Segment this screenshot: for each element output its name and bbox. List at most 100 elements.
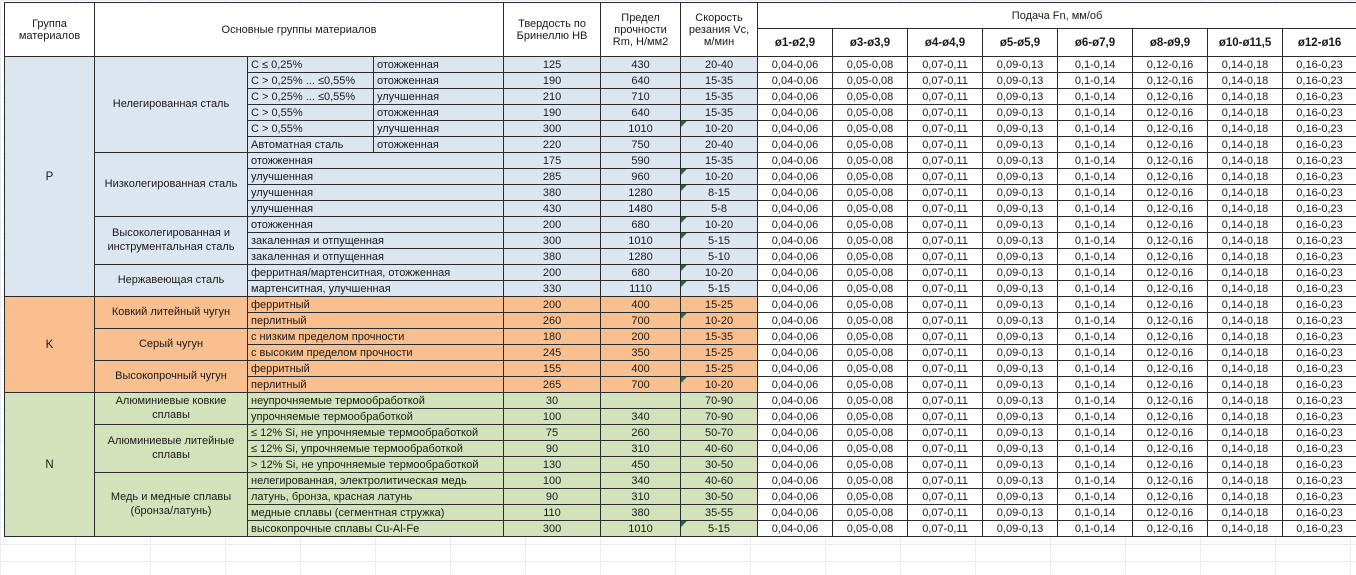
feed-cell[interactable]: 0,14-0,18: [1208, 409, 1283, 425]
feed-cell[interactable]: 0,05-0,08: [833, 489, 908, 505]
feed-cell[interactable]: 0,1-0,14: [1058, 329, 1133, 345]
cutting-speed-cell[interactable]: 10-20: [681, 169, 758, 185]
feed-cell[interactable]: 0,04-0,06: [758, 505, 833, 521]
material-subgroup-cell[interactable]: перлитный: [248, 313, 504, 329]
feed-cell[interactable]: 0,14-0,18: [1208, 153, 1283, 169]
cutting-speed-cell[interactable]: 15-25: [681, 345, 758, 361]
feed-cell[interactable]: 0,07-0,11: [908, 345, 983, 361]
hardness-cell[interactable]: 100: [504, 409, 601, 425]
material-subgroup-cell[interactable]: улучшенная: [248, 185, 504, 201]
feed-cell[interactable]: 0,16-0,23: [1283, 265, 1356, 281]
feed-cell[interactable]: 0,12-0,16: [1133, 185, 1208, 201]
cutting-speed-cell[interactable]: 5-8: [681, 201, 758, 217]
feed-cell[interactable]: 0,07-0,11: [908, 505, 983, 521]
hardness-cell[interactable]: 155: [504, 361, 601, 377]
feed-cell[interactable]: 0,12-0,16: [1133, 393, 1208, 409]
hardness-cell[interactable]: 380: [504, 185, 601, 201]
feed-cell[interactable]: 0,09-0,13: [983, 297, 1058, 313]
feed-cell[interactable]: 0,14-0,18: [1208, 281, 1283, 297]
tensile-cell[interactable]: 680: [601, 265, 681, 281]
feed-cell[interactable]: 0,1-0,14: [1058, 505, 1133, 521]
feed-cell[interactable]: 0,07-0,11: [908, 137, 983, 153]
feed-cell[interactable]: 0,16-0,23: [1283, 201, 1356, 217]
feed-cell[interactable]: 0,1-0,14: [1058, 425, 1133, 441]
cutting-speed-cell[interactable]: 20-40: [681, 57, 758, 73]
feed-cell[interactable]: 0,04-0,06: [758, 409, 833, 425]
treatment-state-cell[interactable]: отожженная: [374, 57, 504, 73]
feed-cell[interactable]: 0,16-0,23: [1283, 457, 1356, 473]
feed-cell[interactable]: 0,1-0,14: [1058, 153, 1133, 169]
feed-cell[interactable]: 0,05-0,08: [833, 473, 908, 489]
feed-cell[interactable]: 0,07-0,11: [908, 489, 983, 505]
feed-cell[interactable]: 0,09-0,13: [983, 505, 1058, 521]
feed-cell[interactable]: 0,05-0,08: [833, 441, 908, 457]
hardness-cell[interactable]: 175: [504, 153, 601, 169]
material-subgroup-cell[interactable]: C > 0,25% ... ≤0,55%: [248, 89, 374, 105]
cutting-speed-cell[interactable]: 40-60: [681, 473, 758, 489]
material-family-cell[interactable]: Медь и медные сплавы (бронза/латунь): [95, 473, 248, 537]
tensile-cell[interactable]: 750: [601, 137, 681, 153]
feed-cell[interactable]: 0,07-0,11: [908, 393, 983, 409]
tensile-cell[interactable]: 1280: [601, 185, 681, 201]
header-feed-diameter[interactable]: ø12-ø16: [1283, 29, 1356, 57]
feed-cell[interactable]: 0,05-0,08: [833, 105, 908, 121]
feed-cell[interactable]: 0,04-0,06: [758, 521, 833, 537]
cutting-speed-cell[interactable]: 15-35: [681, 329, 758, 345]
feed-cell[interactable]: 0,14-0,18: [1208, 73, 1283, 89]
feed-cell[interactable]: 0,07-0,11: [908, 153, 983, 169]
feed-cell[interactable]: 0,16-0,23: [1283, 89, 1356, 105]
feed-cell[interactable]: 0,16-0,23: [1283, 393, 1356, 409]
material-family-cell[interactable]: Высоколегированная и инструментальная ст…: [95, 217, 248, 265]
feed-cell[interactable]: 0,05-0,08: [833, 457, 908, 473]
hardness-cell[interactable]: 75: [504, 425, 601, 441]
feed-cell[interactable]: 0,09-0,13: [983, 521, 1058, 537]
tensile-cell[interactable]: 1010: [601, 233, 681, 249]
material-subgroup-cell[interactable]: закаленная и отпущенная: [248, 249, 504, 265]
feed-cell[interactable]: 0,09-0,13: [983, 457, 1058, 473]
feed-cell[interactable]: 0,1-0,14: [1058, 185, 1133, 201]
header-material-group[interactable]: Группа материалов: [5, 3, 95, 57]
feed-cell[interactable]: 0,09-0,13: [983, 361, 1058, 377]
cutting-speed-cell[interactable]: 10-20: [681, 217, 758, 233]
treatment-state-cell[interactable]: отожженная: [374, 105, 504, 121]
feed-cell[interactable]: 0,14-0,18: [1208, 457, 1283, 473]
feed-cell[interactable]: 0,14-0,18: [1208, 137, 1283, 153]
header-feed-diameter[interactable]: ø4-ø4,9: [908, 29, 983, 57]
feed-cell[interactable]: 0,12-0,16: [1133, 457, 1208, 473]
feed-cell[interactable]: 0,04-0,06: [758, 377, 833, 393]
hardness-cell[interactable]: 190: [504, 73, 601, 89]
cutting-speed-cell[interactable]: 70-90: [681, 409, 758, 425]
feed-cell[interactable]: 0,14-0,18: [1208, 233, 1283, 249]
feed-cell[interactable]: 0,16-0,23: [1283, 425, 1356, 441]
material-group-cell[interactable]: P: [5, 57, 95, 297]
feed-cell[interactable]: 0,05-0,08: [833, 169, 908, 185]
feed-cell[interactable]: 0,05-0,08: [833, 57, 908, 73]
tensile-cell[interactable]: 450: [601, 457, 681, 473]
feed-cell[interactable]: 0,1-0,14: [1058, 73, 1133, 89]
feed-cell[interactable]: 0,07-0,11: [908, 281, 983, 297]
feed-cell[interactable]: 0,12-0,16: [1133, 265, 1208, 281]
feed-cell[interactable]: 0,1-0,14: [1058, 361, 1133, 377]
feed-cell[interactable]: 0,1-0,14: [1058, 345, 1133, 361]
tensile-cell[interactable]: 340: [601, 409, 681, 425]
feed-cell[interactable]: 0,16-0,23: [1283, 409, 1356, 425]
feed-cell[interactable]: 0,14-0,18: [1208, 217, 1283, 233]
feed-cell[interactable]: 0,14-0,18: [1208, 489, 1283, 505]
feed-cell[interactable]: 0,1-0,14: [1058, 489, 1133, 505]
feed-cell[interactable]: 0,09-0,13: [983, 89, 1058, 105]
feed-cell[interactable]: 0,09-0,13: [983, 73, 1058, 89]
header-hardness-hb[interactable]: Твердость по Бринеллю НВ: [504, 3, 601, 57]
feed-cell[interactable]: 0,12-0,16: [1133, 441, 1208, 457]
feed-cell[interactable]: 0,07-0,11: [908, 57, 983, 73]
feed-cell[interactable]: 0,04-0,06: [758, 89, 833, 105]
feed-cell[interactable]: 0,14-0,18: [1208, 185, 1283, 201]
feed-cell[interactable]: 0,09-0,13: [983, 121, 1058, 137]
feed-cell[interactable]: 0,1-0,14: [1058, 105, 1133, 121]
material-subgroup-cell[interactable]: улучшенная: [248, 201, 504, 217]
cutting-speed-cell[interactable]: 15-35: [681, 153, 758, 169]
feed-cell[interactable]: 0,07-0,11: [908, 249, 983, 265]
tensile-cell[interactable]: 340: [601, 473, 681, 489]
feed-cell[interactable]: 0,1-0,14: [1058, 393, 1133, 409]
feed-cell[interactable]: 0,07-0,11: [908, 425, 983, 441]
feed-cell[interactable]: 0,1-0,14: [1058, 137, 1133, 153]
